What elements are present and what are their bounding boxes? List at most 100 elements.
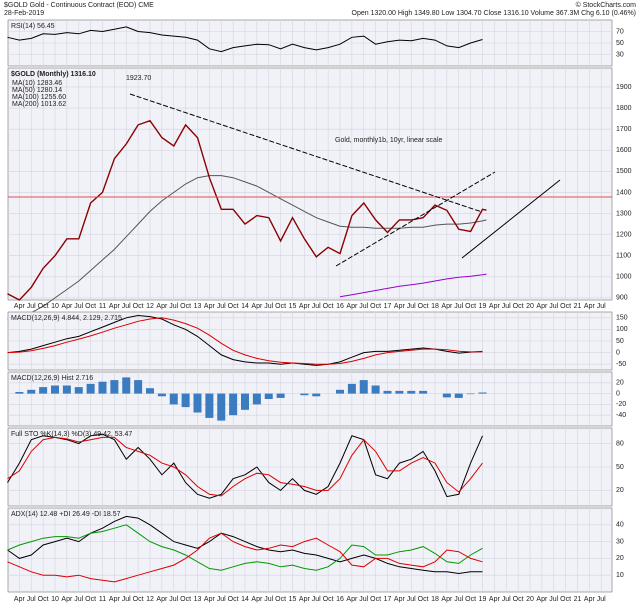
x-tick-label: Jul xyxy=(454,303,463,310)
x-tick-label: 17 xyxy=(384,596,392,603)
hist-bar xyxy=(466,393,475,395)
x-tick-label: 16 xyxy=(336,303,344,310)
x-tick-label: Jul xyxy=(454,596,463,603)
x-tick-label: Oct xyxy=(370,596,381,603)
hist-bar xyxy=(264,393,273,399)
hist-bar xyxy=(300,393,309,396)
x-tick-label: 18 xyxy=(431,596,439,603)
x-tick-label: Apr xyxy=(61,596,73,603)
x-tick-label: Oct xyxy=(133,303,144,310)
x-tick-label: Apr xyxy=(441,303,453,310)
legend-entry: MA(50) 1280.14 xyxy=(12,87,62,94)
x-tick-label: Apr xyxy=(14,303,26,310)
y-tick-label: 1300 xyxy=(616,210,632,217)
y-tick-label: 0 xyxy=(616,349,620,356)
x-tick-label: Jul xyxy=(359,303,368,310)
x-tick-label: Jul xyxy=(27,596,36,603)
x-tick-label: Oct xyxy=(85,596,96,603)
x-tick-label: Oct xyxy=(180,596,191,603)
y-tick-label: 50 xyxy=(616,40,624,47)
x-tick-label: Jul xyxy=(597,303,606,310)
hist-bar xyxy=(383,390,392,394)
x-tick-label: Apr xyxy=(299,303,311,310)
source: © StockCharts.com xyxy=(576,1,637,9)
panel-label: MACD(12,26,9) Hist 2.716 xyxy=(11,375,93,382)
x-tick-label: Oct xyxy=(228,303,239,310)
y-tick-label: 1700 xyxy=(616,126,632,133)
x-tick-label: Jul xyxy=(122,596,131,603)
indicator-line xyxy=(7,515,483,575)
trend-line xyxy=(129,93,483,213)
x-tick-label: Apr xyxy=(536,303,548,310)
hist-bar xyxy=(146,388,154,394)
x-tick-label: Oct xyxy=(560,596,571,603)
y-tick-label: 70 xyxy=(616,28,624,35)
y-tick-label: 1800 xyxy=(616,105,632,112)
panel xyxy=(7,67,613,301)
x-tick-label: Apr xyxy=(204,596,216,603)
x-tick-label: 18 xyxy=(431,303,439,310)
legend-entry: MA(10) 1283.46 xyxy=(12,80,62,87)
y-tick-label: -40 xyxy=(616,412,626,419)
x-tick-label: Apr xyxy=(299,596,311,603)
y-tick-label: -50 xyxy=(616,361,626,368)
hist-bar xyxy=(169,393,178,405)
x-tick-label: Apr xyxy=(584,303,596,310)
indicator-line xyxy=(7,524,483,571)
x-tick-label: Apr xyxy=(156,303,168,310)
panel-label: ADX(14) 12.48 +DI 26.49 -DI 18.57 xyxy=(11,511,121,518)
panel-label: MACD(12,26,9) 4.844, 2.129, 2.715 xyxy=(11,315,122,322)
hist-bar xyxy=(62,385,71,394)
y-tick-label: 50 xyxy=(616,338,624,345)
hist-bar xyxy=(252,393,261,405)
y-tick-label: 30 xyxy=(616,51,624,58)
x-tick-label: Apr xyxy=(489,596,501,603)
x-tick-label: Apr xyxy=(394,303,406,310)
hist-bar xyxy=(276,393,285,398)
x-tick-label: Apr xyxy=(156,596,168,603)
x-tick-label: Oct xyxy=(513,303,524,310)
indicator-line xyxy=(7,175,487,320)
y-tick-label: 40 xyxy=(616,522,624,529)
x-tick-label: 13 xyxy=(194,303,202,310)
x-tick-label: Jul xyxy=(217,596,226,603)
hist-bar xyxy=(407,390,416,394)
x-tick-label: Jul xyxy=(502,596,511,603)
x-tick-label: Jul xyxy=(264,303,273,310)
panel-label: Full STO %K(14,3) %D(3) 49.42, 53.47 xyxy=(11,431,132,438)
x-tick-label: Jul xyxy=(359,596,368,603)
x-tick-label: 11 xyxy=(99,596,106,603)
hist-bar xyxy=(312,393,321,397)
hist-bar xyxy=(217,393,226,421)
x-tick-label: 19 xyxy=(479,596,487,603)
chart-date: 28-Feb-2019 xyxy=(4,10,44,17)
x-tick-label: 10 xyxy=(51,596,59,603)
hist-bar xyxy=(122,377,131,394)
x-tick-label: Oct xyxy=(275,596,286,603)
x-tick-label: 20 xyxy=(526,303,534,310)
x-tick-label: 12 xyxy=(146,596,154,603)
x-tick-label: Jul xyxy=(312,303,321,310)
y-tick-label: 20 xyxy=(616,487,624,494)
annotation: Gold, monthly1b, 10yr, linear scale xyxy=(335,137,442,144)
y-tick-label: 50 xyxy=(616,464,624,471)
y-tick-label: 0 xyxy=(616,390,620,397)
symbol-line: $GOLD Gold - Continuous Contract (EOD) C… xyxy=(4,2,154,9)
x-tick-label: Jul xyxy=(169,596,178,603)
x-tick-label: Oct xyxy=(370,303,381,310)
y-tick-label: 1000 xyxy=(616,274,632,281)
x-tick-label: Apr xyxy=(109,596,121,603)
x-tick-label: Apr xyxy=(394,596,406,603)
hist-bar xyxy=(371,385,380,394)
x-tick-label: Jul xyxy=(502,303,511,310)
hist-bar xyxy=(229,393,238,416)
y-tick-label: 1100 xyxy=(616,253,631,260)
hist-bar xyxy=(395,390,404,394)
hist-bar xyxy=(478,392,487,394)
x-tick-label: 19 xyxy=(479,303,487,310)
indicator-line xyxy=(7,317,483,365)
x-tick-label: Jul xyxy=(549,596,558,603)
x-tick-label: 14 xyxy=(241,596,249,603)
x-tick-label: 16 xyxy=(336,596,344,603)
x-tick-label: Oct xyxy=(133,596,144,603)
